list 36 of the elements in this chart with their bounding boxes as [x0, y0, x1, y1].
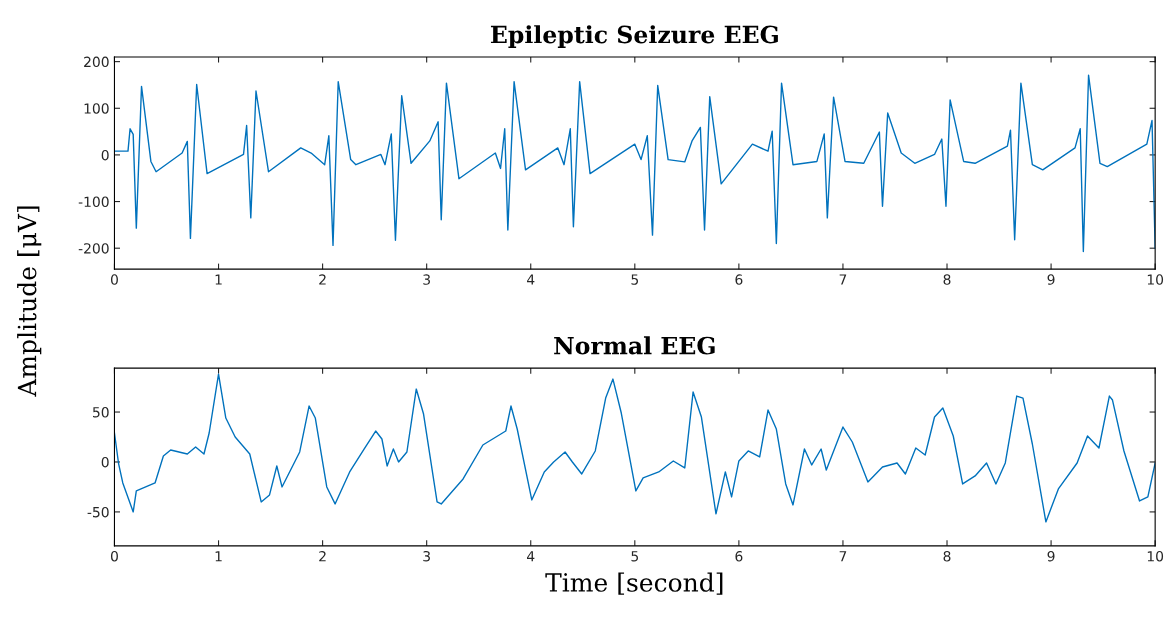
x-tick-label: 5 — [631, 274, 639, 285]
x-tick-label: 8 — [943, 274, 951, 285]
y-tick-label: 0 — [101, 149, 109, 161]
line-series — [114, 373, 1156, 523]
x-tick-label: 1 — [215, 274, 222, 285]
x-tick-label: 0 — [110, 274, 118, 285]
x-tick-label: 6 — [735, 550, 743, 562]
x-tick-label: 10 — [1147, 550, 1164, 562]
y-tick-label: 0 — [101, 456, 109, 468]
x-tick-label: 2 — [319, 550, 326, 562]
y-tick-label: 50 — [93, 407, 109, 418]
x-tick-label: 1 — [215, 551, 222, 562]
y-tick-label: 200 — [84, 56, 109, 68]
x-tick-label: 0 — [110, 550, 118, 562]
chart-title: Normal EEG — [554, 336, 715, 355]
x-tick-label: 3 — [423, 550, 430, 562]
x-tick-label: 2 — [319, 274, 326, 285]
x-tick-label: 9 — [1047, 274, 1055, 285]
y-axis-title: Amplitude [μV] — [17, 206, 42, 397]
chart-title: Epileptic Seizure EEG — [490, 25, 778, 48]
y-tick-label: -50 — [87, 506, 109, 518]
x-tick-label: 9 — [1047, 550, 1055, 562]
x-tick-label: 10 — [1147, 274, 1164, 285]
line-series — [114, 74, 1156, 253]
x-tick-label: 8 — [943, 550, 951, 562]
x-axis-title: Time [second] — [545, 572, 723, 595]
x-tick-label: 3 — [423, 274, 430, 285]
x-tick-label: 4 — [527, 274, 535, 285]
x-tick-label: 4 — [527, 551, 535, 562]
y-tick-label: 100 — [84, 103, 109, 114]
x-tick-label: 6 — [735, 274, 743, 285]
x-tick-label: 5 — [631, 551, 639, 562]
y-tick-label: -200 — [78, 243, 109, 254]
x-tick-label: 7 — [839, 551, 847, 562]
y-tick-label: -100 — [78, 196, 109, 208]
x-tick-label: 7 — [839, 274, 847, 285]
